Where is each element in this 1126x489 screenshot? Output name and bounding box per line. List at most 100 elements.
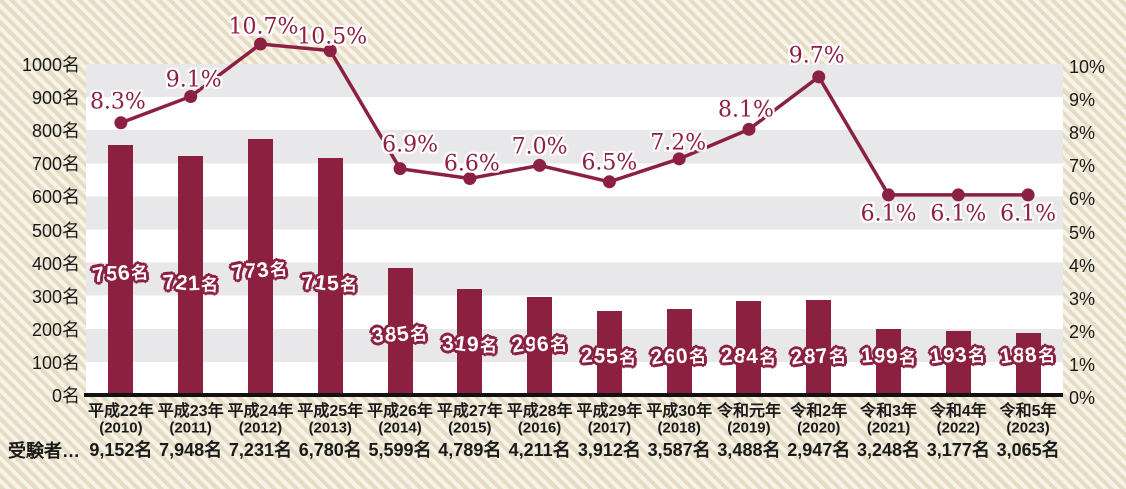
bar bbox=[387, 267, 413, 395]
right-axis-tick: 0% bbox=[1069, 388, 1096, 408]
bar bbox=[1015, 332, 1041, 395]
x-axis-year-label: (2014) bbox=[378, 419, 422, 437]
bar-value-unit: 名 bbox=[758, 348, 778, 368]
bar-value-unit: 名 bbox=[549, 335, 568, 355]
bar-value-char: 0 bbox=[675, 344, 691, 369]
bar-value-unit: 名 bbox=[269, 259, 290, 281]
bar-value-char: 9 bbox=[885, 344, 900, 369]
percent-label: 10.7% bbox=[228, 14, 299, 40]
percent-label: 8.3% bbox=[89, 89, 146, 115]
bar bbox=[317, 158, 343, 395]
bar-value-char: 1 bbox=[187, 271, 202, 296]
examinee-count: 4,789名 bbox=[438, 440, 502, 460]
right-axis-tick: 4% bbox=[1069, 255, 1096, 276]
left-axis-tick: 1000名 bbox=[21, 55, 80, 75]
x-axis-year-label: (2021) bbox=[866, 419, 911, 437]
bar-value-char: 8 bbox=[1024, 343, 1040, 368]
bar-value-label: 715名 bbox=[301, 271, 359, 296]
bar-value-label: 199名 bbox=[860, 344, 917, 369]
left-axis-tick: 300名 bbox=[31, 286, 80, 307]
right-axis-tick: 1% bbox=[1069, 354, 1096, 375]
examinee-count: 3,912名 bbox=[577, 440, 641, 460]
right-axis-tick: 3% bbox=[1069, 288, 1096, 309]
plot-area bbox=[86, 64, 1063, 395]
bar bbox=[457, 289, 483, 395]
percent-label: 6.1% bbox=[930, 201, 987, 227]
x-axis-line bbox=[84, 393, 1063, 397]
x-axis-year-label: (2013) bbox=[308, 419, 352, 437]
bar-value-label: 260名 bbox=[649, 344, 708, 369]
right-axis-tick: 5% bbox=[1069, 222, 1096, 243]
examinee-count: 7,948名 bbox=[159, 440, 223, 460]
x-axis-era-label: 平成24年 bbox=[227, 403, 294, 420]
x-axis-era-label: 令和3年 bbox=[860, 403, 917, 420]
bar-value-char: 5 bbox=[327, 271, 341, 296]
bar-value-label: 296名 bbox=[510, 332, 568, 357]
examinee-count: 3,587名 bbox=[647, 440, 711, 460]
percent-label: 6.1% bbox=[860, 201, 917, 227]
bar bbox=[736, 300, 762, 395]
bar-value-unit: 名 bbox=[130, 263, 150, 284]
bar-value-unit: 名 bbox=[828, 347, 848, 367]
x-axis-year-label: (2023) bbox=[1006, 419, 1050, 437]
x-axis-year-label: (2022) bbox=[936, 419, 980, 437]
x-axis-year-label: (2015) bbox=[448, 419, 492, 437]
bar-value-label: 319名 bbox=[441, 332, 499, 357]
x-axis-era-label: 平成22年 bbox=[87, 403, 154, 420]
x-axis-year-label: (2019) bbox=[727, 419, 771, 437]
examinee-count: 5,599名 bbox=[368, 440, 432, 460]
bar-value-unit: 名 bbox=[409, 324, 429, 345]
examinee-count: 7,231名 bbox=[228, 440, 292, 460]
x-axis-era-label: 平成23年 bbox=[157, 403, 224, 420]
percent-label: 8.1% bbox=[718, 97, 774, 123]
bar-value-label: 287名 bbox=[789, 344, 848, 369]
x-axis-year-label: (2011) bbox=[169, 419, 212, 437]
bar bbox=[945, 331, 971, 395]
examinee-count: 3,065名 bbox=[996, 440, 1060, 460]
x-axis-year-label: (2017) bbox=[587, 419, 632, 437]
x-axis-year-label: (2012) bbox=[238, 419, 283, 437]
examinee-count: 3,177名 bbox=[926, 440, 990, 460]
examinee-count: 6,780名 bbox=[298, 440, 362, 460]
x-axis-era-label: 平成29年 bbox=[576, 403, 643, 420]
x-axis-era-label: 令和5年 bbox=[999, 403, 1057, 420]
x-axis-year-label: (2010) bbox=[99, 419, 143, 437]
x-axis-year-label: (2016) bbox=[517, 419, 562, 437]
left-axis-tick: 600名 bbox=[31, 187, 80, 208]
x-axis-era-label: 平成25年 bbox=[297, 403, 364, 420]
bar-value-label: 756名 bbox=[91, 261, 150, 288]
bar-value-char: 9 bbox=[466, 332, 481, 357]
bar-value-char: 5 bbox=[606, 344, 621, 369]
percent-label: 7.0% bbox=[511, 134, 568, 160]
left-axis-tick: 900名 bbox=[31, 88, 80, 109]
left-axis-tick: 200名 bbox=[31, 319, 80, 340]
bar bbox=[806, 300, 832, 395]
percent-label: 6.9% bbox=[382, 132, 438, 158]
bar bbox=[596, 310, 622, 395]
bar bbox=[666, 308, 692, 395]
examinee-count: 4,211名 bbox=[508, 440, 571, 460]
bar-value-unit: 名 bbox=[479, 336, 499, 356]
examinee-count: 2,947名 bbox=[787, 440, 851, 460]
bar-value-label: 721名 bbox=[162, 271, 219, 296]
right-axis-tick: 7% bbox=[1069, 156, 1096, 177]
right-axis-tick: 2% bbox=[1069, 321, 1096, 342]
right-axis-tick: 8% bbox=[1069, 123, 1096, 144]
bar-value-unit: 名 bbox=[619, 348, 638, 368]
examinee-count: 3,248名 bbox=[857, 440, 921, 460]
bar-value-unit: 名 bbox=[1037, 346, 1057, 366]
x-axis-era-label: 平成26年 bbox=[367, 403, 433, 420]
bar-value-label: 385名 bbox=[370, 322, 429, 348]
percent-label: 7.2% bbox=[650, 130, 707, 156]
bar-value-unit: 名 bbox=[968, 346, 987, 366]
bar-value-char: 7 bbox=[814, 344, 831, 369]
left-axis-tick: 0名 bbox=[51, 386, 80, 406]
x-axis-era-label: 令和2年 bbox=[790, 403, 848, 420]
right-axis-tick: 9% bbox=[1069, 90, 1096, 111]
bar-value-unit: 名 bbox=[688, 347, 708, 367]
x-axis-era-label: 平成28年 bbox=[506, 403, 573, 420]
left-axis-tick: 400名 bbox=[31, 253, 80, 274]
x-axis-era-label: 令和元年 bbox=[716, 403, 781, 420]
bar-value-unit: 名 bbox=[898, 348, 917, 368]
